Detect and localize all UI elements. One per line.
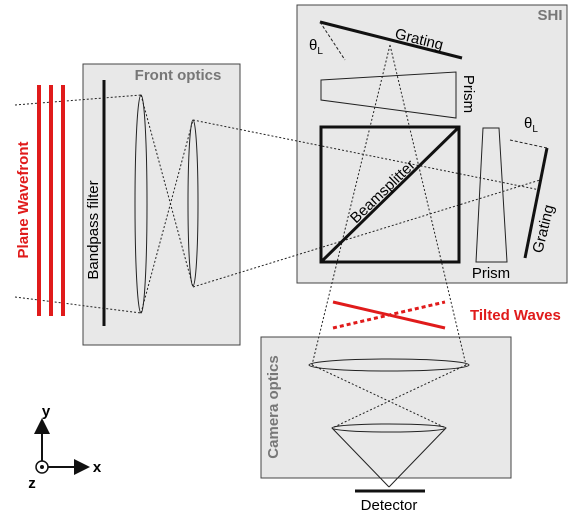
lens (134, 94, 148, 314)
angle-subscript: L (317, 46, 323, 57)
angle-symbol: θ (524, 115, 532, 132)
lens (187, 119, 199, 287)
camera-optics-title: Camera optics (265, 355, 282, 458)
wavefront-lines (37, 85, 65, 316)
prism-label: Prism (472, 265, 510, 282)
beamsplitter-cube (319, 125, 461, 264)
angle-label: θL (524, 115, 538, 135)
z-label: z (28, 475, 36, 492)
beamsplitter-diagonal (319, 125, 461, 264)
prism-label: Prism (460, 75, 477, 113)
filter-label: Bandpass filter (85, 180, 102, 279)
detector-label: Detector (361, 497, 418, 514)
grating (523, 147, 549, 259)
x-label: x (93, 459, 102, 476)
rays (14, 44, 541, 488)
shi-title: SHI (537, 7, 562, 24)
prism (475, 127, 508, 263)
y-label: y (42, 403, 51, 420)
lens (308, 358, 470, 372)
lens (331, 423, 447, 433)
angle-subscript: L (532, 124, 538, 135)
normal (319, 21, 346, 61)
angle-label: θL (309, 37, 323, 57)
tilted-wave (332, 300, 446, 330)
prism (320, 71, 457, 119)
front-optics-title: Front optics (135, 67, 222, 84)
front-optics-box (82, 63, 241, 346)
grating (319, 20, 463, 60)
normal (509, 139, 548, 149)
wavefront-label: Plane Wavefront (15, 142, 32, 259)
angle-symbol: θ (309, 37, 317, 54)
tilted-label: Tilted Waves (470, 307, 561, 324)
z-axis-dot (40, 465, 44, 469)
camera-optics-box (260, 336, 512, 479)
